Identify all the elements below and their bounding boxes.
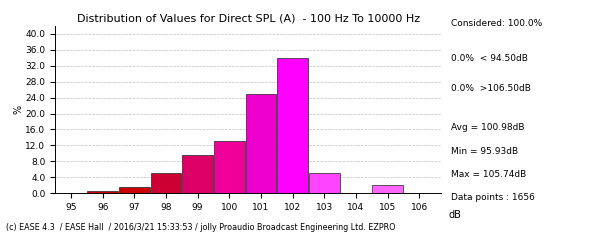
- Bar: [214, 141, 245, 193]
- Bar: [151, 173, 181, 193]
- Text: dB: dB: [448, 210, 461, 220]
- Bar: [372, 185, 403, 193]
- Text: Min = 95.93dB: Min = 95.93dB: [451, 147, 518, 156]
- Bar: [119, 187, 150, 193]
- Bar: [277, 58, 308, 193]
- Text: 0.0%  < 94.50dB: 0.0% < 94.50dB: [451, 54, 527, 63]
- Y-axis label: %: %: [14, 105, 24, 114]
- Text: Max = 105.74dB: Max = 105.74dB: [451, 170, 526, 179]
- Bar: [309, 173, 340, 193]
- Text: (c) EASE 4.3  / EASE Hall  / 2016/3/21 15:33:53 / jolly Proaudio Broadcast Engin: (c) EASE 4.3 / EASE Hall / 2016/3/21 15:…: [6, 223, 395, 232]
- Bar: [246, 93, 276, 193]
- Text: Considered: 100.0%: Considered: 100.0%: [451, 19, 542, 28]
- Bar: [182, 155, 213, 193]
- Text: Avg = 100.98dB: Avg = 100.98dB: [451, 123, 524, 133]
- Bar: [87, 191, 118, 193]
- Text: 0.0%  >106.50dB: 0.0% >106.50dB: [451, 84, 530, 93]
- Text: Data points : 1656: Data points : 1656: [451, 193, 535, 202]
- Title: Distribution of Values for Direct SPL (A)  - 100 Hz To 10000 Hz: Distribution of Values for Direct SPL (A…: [77, 14, 420, 24]
